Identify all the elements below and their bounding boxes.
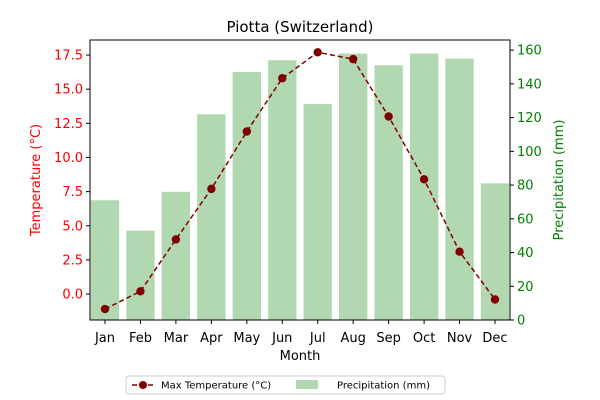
precipitation-bar-aug bbox=[339, 53, 368, 320]
temperature-point-may bbox=[242, 127, 252, 136]
x-tick-label-aug: Aug bbox=[340, 331, 365, 346]
left-axis: 0.0 2.5 5.0 7.5 10.0 12.5 15.0 17.5 bbox=[54, 49, 90, 303]
temperature-point-sep bbox=[384, 112, 393, 121]
right-tick-label: 40 bbox=[517, 246, 534, 261]
legend-box bbox=[125, 375, 446, 395]
x-tick-label-jul: Jul bbox=[309, 331, 326, 346]
temperature-point-jan bbox=[100, 304, 110, 314]
legend-line-marker bbox=[139, 381, 147, 389]
precipitation-bar-mar bbox=[161, 191, 191, 320]
temperature-point-jul bbox=[313, 48, 322, 57]
temperature-point-nov bbox=[455, 247, 464, 256]
precipitation-bar-may bbox=[232, 72, 261, 321]
left-tick-label: 0.0 bbox=[62, 288, 83, 303]
x-tick-label-jan: Jan bbox=[94, 331, 115, 346]
right-axis-title: Precipitation (mm) bbox=[552, 120, 567, 241]
x-tick-label-jun: Jun bbox=[271, 331, 292, 346]
x-axis-title: Month bbox=[280, 349, 321, 364]
legend-label-temperature: Max Temperature (°C) bbox=[161, 381, 271, 392]
plot-frame bbox=[89, 39, 511, 321]
right-tick-label: 160 bbox=[517, 44, 542, 59]
right-tick-label: 80 bbox=[517, 179, 534, 194]
right-tick-label: 0 bbox=[517, 314, 525, 329]
right-tick-label: 60 bbox=[517, 212, 534, 227]
x-tick-label-oct: Oct bbox=[413, 331, 435, 346]
temperature-point-aug bbox=[348, 54, 358, 64]
right-tick-label: 120 bbox=[517, 111, 542, 126]
left-tick-label: 2.5 bbox=[62, 253, 83, 268]
x-tick-label-feb: Feb bbox=[129, 331, 152, 346]
precipitation-bar-apr bbox=[197, 114, 226, 321]
temperature-point-feb bbox=[136, 287, 145, 296]
precipitation-bars bbox=[90, 53, 510, 321]
precipitation-bar-jun bbox=[268, 60, 297, 320]
left-tick-label: 12.5 bbox=[54, 117, 83, 132]
x-axis: Jan Feb Mar Apr May Jun Jul Aug Sep Oct Nov Dec bbox=[94, 320, 508, 346]
legend-bar-swatch bbox=[296, 380, 318, 389]
temperature-point-dec bbox=[490, 295, 500, 304]
right-axis: 0 20 40 60 80 100 120 140 160 bbox=[510, 44, 542, 329]
left-tick-label: 17.5 bbox=[54, 49, 83, 64]
x-tick-label-dec: Dec bbox=[482, 331, 507, 346]
x-tick-label-sep: Sep bbox=[376, 331, 401, 346]
temperature-point-mar bbox=[171, 235, 181, 244]
left-tick-label: 7.5 bbox=[62, 185, 83, 200]
left-tick-label: 15.0 bbox=[54, 83, 83, 98]
temperature-point-oct bbox=[419, 175, 429, 184]
left-tick-label: 10.0 bbox=[54, 151, 83, 166]
x-tick-label-apr: Apr bbox=[200, 331, 223, 346]
legend-label-precipitation: Precipitation (mm) bbox=[337, 381, 430, 392]
left-axis-title: Temperature (°C) bbox=[29, 124, 44, 237]
precipitation-bar-jul bbox=[303, 104, 332, 321]
precipitation-bar-oct bbox=[409, 53, 439, 320]
right-tick-label: 100 bbox=[517, 145, 542, 160]
chart-title: Piotta (Switzerland) bbox=[227, 18, 374, 36]
temperature-point-jun bbox=[278, 74, 287, 83]
temperature-line bbox=[100, 48, 500, 314]
precipitation-bar-nov bbox=[445, 58, 474, 320]
right-tick-label: 20 bbox=[517, 280, 534, 295]
temperature-point-apr bbox=[207, 184, 216, 194]
precipitation-bar-feb bbox=[126, 230, 155, 320]
right-tick-label: 140 bbox=[517, 77, 542, 92]
x-tick-label-mar: Mar bbox=[164, 331, 189, 346]
left-tick-label: 5.0 bbox=[62, 219, 83, 234]
precipitation-bar-sep bbox=[374, 65, 403, 320]
x-tick-label-may: May bbox=[233, 331, 260, 346]
x-tick-label-nov: Nov bbox=[447, 331, 473, 346]
precipitation-bar-jan bbox=[90, 200, 120, 320]
temperature-line-path bbox=[104, 51, 496, 310]
legend: Max Temperature (°C) Precipitation (mm) bbox=[125, 375, 446, 395]
